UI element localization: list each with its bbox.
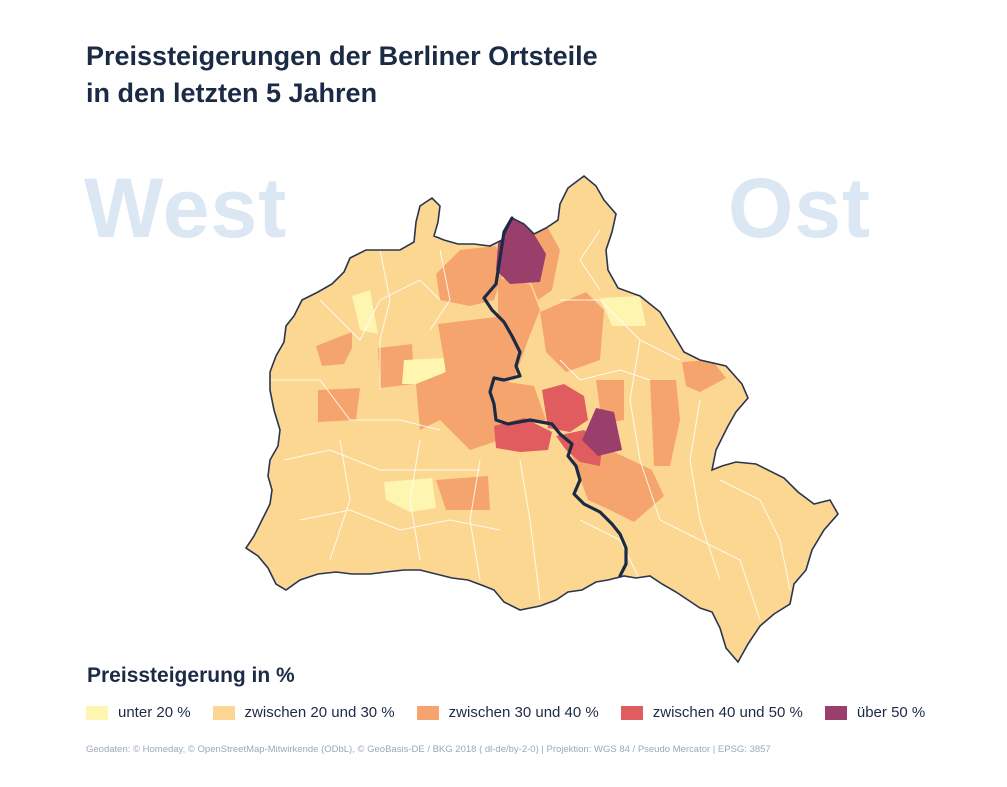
legend-item-40-50: zwischen 40 und 50 %	[620, 704, 803, 721]
title-line-1: Preissteigerungen der Berliner Ortsteile	[86, 41, 598, 71]
district-zone-17	[650, 380, 680, 466]
district-border-6	[379, 249, 391, 390]
district-zone-6	[384, 478, 436, 512]
district-zone-8	[416, 316, 512, 450]
legend-item-20-30: zwischen 20 und 30 %	[212, 704, 395, 721]
district-border-15	[659, 519, 761, 621]
district-zone-19	[542, 384, 588, 432]
district-zone-20	[494, 418, 552, 452]
district-zone-18	[682, 360, 726, 392]
district-border-4	[319, 279, 441, 341]
attribution-footer: Geodaten: © Homeday, © OpenStreetMap-Mit…	[86, 744, 771, 755]
district-zone-11	[498, 278, 540, 380]
district-zone-9	[436, 476, 490, 510]
legend-label: über 50 %	[856, 704, 926, 721]
legend-item-under-20: unter 20 %	[86, 704, 191, 721]
title-line-2: in den letzten 5 Jahren	[86, 78, 378, 108]
legend-swatch	[212, 705, 235, 720]
west-watermark: West	[84, 161, 288, 255]
legend-title: Preissteigerung in %	[87, 664, 295, 687]
district-border-12	[629, 339, 661, 521]
ost-watermark: Ost	[728, 161, 872, 255]
legend-swatch	[86, 705, 108, 720]
legend-label: zwischen 30 und 40 %	[448, 704, 599, 721]
legend-label: zwischen 20 und 30 %	[244, 704, 395, 721]
legend-swatch	[620, 705, 643, 720]
district-border-18	[559, 359, 651, 381]
district-zone-22	[496, 214, 546, 284]
map-title: Preissteigerungen der Berliner Ortsteile…	[86, 38, 598, 112]
district-zone-1	[316, 332, 352, 366]
district-regions	[246, 176, 838, 662]
legend-swatch	[416, 705, 439, 720]
legend-label: unter 20 %	[118, 704, 191, 721]
district-border-2	[283, 449, 480, 471]
district-zone-10	[436, 246, 504, 306]
legend-item-30-40: zwischen 30 und 40 %	[416, 704, 599, 721]
district-border-11	[560, 299, 681, 361]
district-border-8	[409, 439, 421, 561]
legend: unter 20 % zwischen 20 und 30 % zwischen…	[86, 704, 947, 721]
berlin-outline	[244, 174, 839, 664]
legend-swatch	[824, 705, 847, 720]
legend-item-over-50: über 50 %	[824, 704, 926, 721]
district-border-13	[689, 399, 721, 581]
district-border-1	[270, 379, 441, 431]
district-border-7	[329, 439, 351, 561]
district-zone-13	[540, 292, 604, 372]
district-border-17	[579, 229, 601, 291]
district-borders	[270, 229, 791, 621]
east-west-boundary	[482, 216, 628, 578]
district-zone-7	[600, 296, 646, 326]
legend-label: zwischen 40 und 50 %	[652, 704, 803, 721]
district-zone-16	[572, 450, 664, 522]
district-border-9	[469, 459, 481, 581]
district-zone-15	[494, 380, 546, 426]
district-border-5	[429, 249, 451, 331]
district-border-16	[579, 519, 641, 581]
district-border-3	[299, 509, 501, 531]
district-border-10	[519, 459, 541, 601]
district-border-14	[719, 479, 791, 591]
district-zone-5	[352, 290, 378, 334]
district-zone-23	[582, 408, 622, 456]
